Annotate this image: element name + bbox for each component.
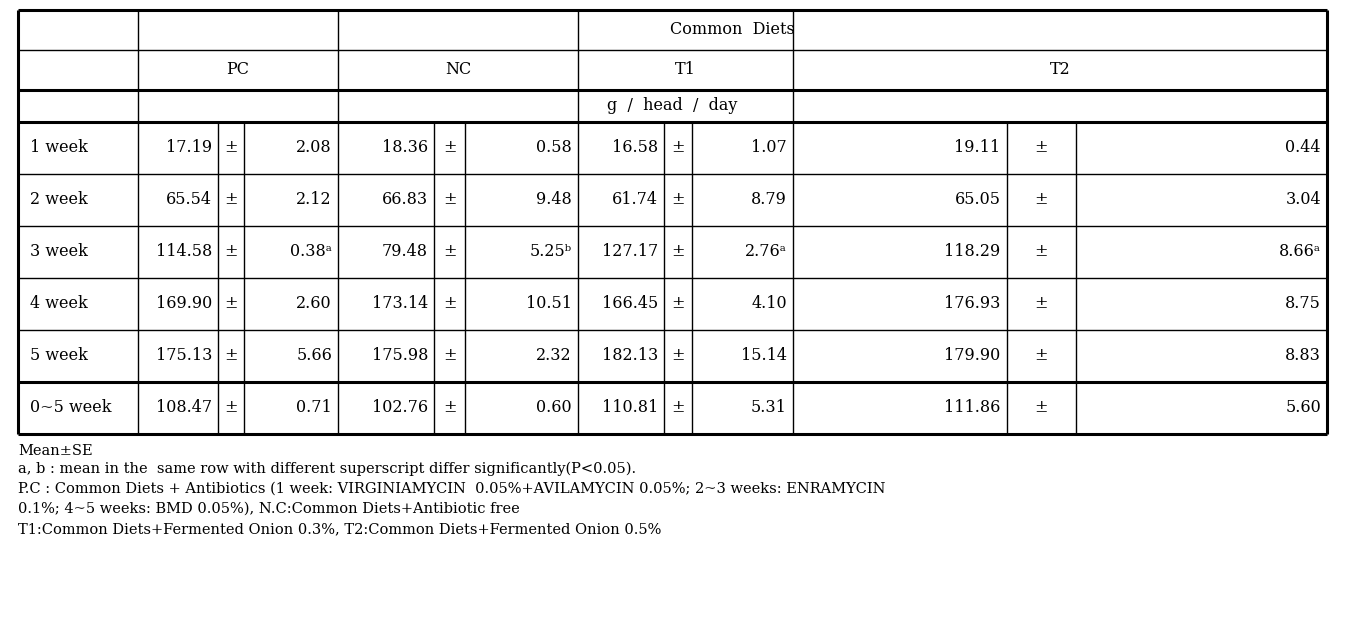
Text: 65.05: 65.05 xyxy=(955,191,1001,209)
Text: ±: ± xyxy=(443,140,456,157)
Text: 0.1%; 4~5 weeks: BMD 0.05%), N.C:Common Diets+Antibiotic free: 0.1%; 4~5 weeks: BMD 0.05%), N.C:Common … xyxy=(17,502,519,516)
Text: 102.76: 102.76 xyxy=(371,399,428,417)
Text: 108.47: 108.47 xyxy=(156,399,213,417)
Text: 4.10: 4.10 xyxy=(752,296,787,312)
Text: ±: ± xyxy=(671,348,685,365)
Text: 175.98: 175.98 xyxy=(371,348,428,365)
Text: 79.48: 79.48 xyxy=(382,243,428,260)
Text: ±: ± xyxy=(1034,191,1048,209)
Text: 0.38ᵃ: 0.38ᵃ xyxy=(291,243,332,260)
Text: 8.79: 8.79 xyxy=(751,191,787,209)
Text: 5.66: 5.66 xyxy=(296,348,332,365)
Text: 0~5 week: 0~5 week xyxy=(30,399,112,417)
Text: 3.04: 3.04 xyxy=(1286,191,1321,209)
Text: Common  Diets: Common Diets xyxy=(670,22,795,38)
Text: g  /  head  /  day: g / head / day xyxy=(608,97,737,115)
Text: 114.58: 114.58 xyxy=(156,243,213,260)
Text: 0.44: 0.44 xyxy=(1286,140,1321,157)
Text: 17.19: 17.19 xyxy=(165,140,213,157)
Text: 5 week: 5 week xyxy=(30,348,87,365)
Text: a, b : mean in the  same row with different superscript differ significantly(P<0: a, b : mean in the same row with differe… xyxy=(17,462,636,476)
Text: PC: PC xyxy=(226,61,250,79)
Text: 16.58: 16.58 xyxy=(612,140,658,157)
Text: ±: ± xyxy=(671,191,685,209)
Text: 2.32: 2.32 xyxy=(537,348,572,365)
Text: 127.17: 127.17 xyxy=(601,243,658,260)
Text: 4 week: 4 week xyxy=(30,296,87,312)
Text: 15.14: 15.14 xyxy=(741,348,787,365)
Text: 1.07: 1.07 xyxy=(752,140,787,157)
Text: 2.12: 2.12 xyxy=(296,191,332,209)
Text: 5.60: 5.60 xyxy=(1286,399,1321,417)
Text: ±: ± xyxy=(1034,399,1048,417)
Text: 118.29: 118.29 xyxy=(944,243,1001,260)
Text: 2.60: 2.60 xyxy=(296,296,332,312)
Text: 182.13: 182.13 xyxy=(601,348,658,365)
Text: ±: ± xyxy=(671,140,685,157)
Text: ±: ± xyxy=(443,296,456,312)
Text: ±: ± xyxy=(225,243,238,260)
Text: ±: ± xyxy=(225,399,238,417)
Text: ±: ± xyxy=(1034,140,1048,157)
Text: 0.60: 0.60 xyxy=(537,399,572,417)
Text: 111.86: 111.86 xyxy=(944,399,1001,417)
Text: ±: ± xyxy=(443,348,456,365)
Text: 173.14: 173.14 xyxy=(371,296,428,312)
Text: 175.13: 175.13 xyxy=(156,348,213,365)
Text: 18.36: 18.36 xyxy=(382,140,428,157)
Text: ±: ± xyxy=(671,296,685,312)
Text: ±: ± xyxy=(671,399,685,417)
Text: 2.08: 2.08 xyxy=(296,140,332,157)
Text: NC: NC xyxy=(445,61,471,79)
Text: ±: ± xyxy=(1034,296,1048,312)
Text: ±: ± xyxy=(1034,243,1048,260)
Text: P.C : Common Diets + Antibiotics (1 week: VIRGINIAMYCIN  0.05%+AVILAMYCIN 0.05%;: P.C : Common Diets + Antibiotics (1 week… xyxy=(17,482,885,496)
Text: 65.54: 65.54 xyxy=(165,191,213,209)
Text: ±: ± xyxy=(671,243,685,260)
Text: 2.76ᵃ: 2.76ᵃ xyxy=(745,243,787,260)
Text: 8.66ᵃ: 8.66ᵃ xyxy=(1279,243,1321,260)
Text: ±: ± xyxy=(225,191,238,209)
Text: ±: ± xyxy=(1034,348,1048,365)
Text: 3 week: 3 week xyxy=(30,243,87,260)
Text: 61.74: 61.74 xyxy=(612,191,658,209)
Text: ±: ± xyxy=(443,399,456,417)
Text: 19.11: 19.11 xyxy=(955,140,1001,157)
Text: 8.75: 8.75 xyxy=(1284,296,1321,312)
Text: 10.51: 10.51 xyxy=(526,296,572,312)
Text: 66.83: 66.83 xyxy=(382,191,428,209)
Text: T1: T1 xyxy=(675,61,695,79)
Text: 110.81: 110.81 xyxy=(601,399,658,417)
Text: 166.45: 166.45 xyxy=(601,296,658,312)
Text: 0.71: 0.71 xyxy=(296,399,332,417)
Text: 2 week: 2 week xyxy=(30,191,87,209)
Text: ±: ± xyxy=(443,191,456,209)
Text: 0.58: 0.58 xyxy=(537,140,572,157)
Text: T2: T2 xyxy=(1049,61,1071,79)
Text: 9.48: 9.48 xyxy=(537,191,572,209)
Text: 5.31: 5.31 xyxy=(751,399,787,417)
Text: T1:Common Diets+Fermented Onion 0.3%, T2:Common Diets+Fermented Onion 0.5%: T1:Common Diets+Fermented Onion 0.3%, T2… xyxy=(17,522,662,536)
Text: 176.93: 176.93 xyxy=(944,296,1001,312)
Text: ±: ± xyxy=(443,243,456,260)
Text: 1 week: 1 week xyxy=(30,140,87,157)
Text: Mean±SE: Mean±SE xyxy=(17,444,93,458)
Text: ±: ± xyxy=(225,296,238,312)
Text: ±: ± xyxy=(225,348,238,365)
Text: ±: ± xyxy=(225,140,238,157)
Text: 169.90: 169.90 xyxy=(156,296,213,312)
Text: 5.25ᵇ: 5.25ᵇ xyxy=(530,243,572,260)
Text: 179.90: 179.90 xyxy=(944,348,1001,365)
Text: 8.83: 8.83 xyxy=(1284,348,1321,365)
